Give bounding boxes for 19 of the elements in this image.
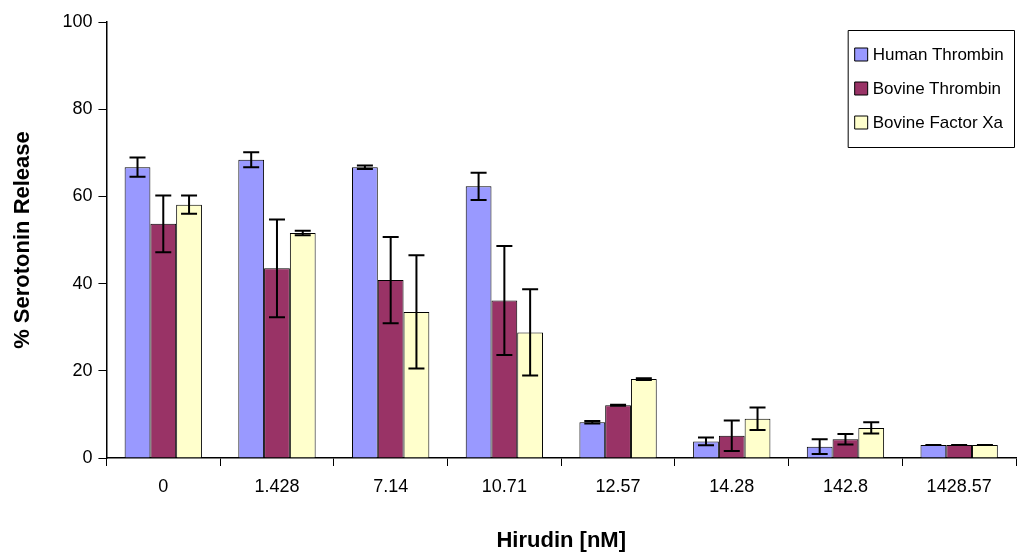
y-tick-label: 40 (72, 272, 93, 293)
x-tick-label: 1428.57 (926, 475, 992, 496)
x-tick-label: 0 (158, 475, 169, 496)
y-axis-title: % Serotonin Release (9, 131, 35, 349)
y-tick-label: 100 (62, 10, 93, 31)
legend-label: Bovine Factor Xa (872, 112, 1004, 132)
x-tick-label: 1.428 (254, 475, 300, 496)
y-tick-label: 80 (72, 98, 93, 119)
x-axis-title: Hirudin [nM] (496, 526, 626, 552)
x-tick-label: 7.14 (373, 475, 409, 496)
y-tick-label: 20 (72, 359, 93, 380)
x-tick-label: 14.28 (709, 475, 755, 496)
legend-label: Human Thrombin (872, 44, 1004, 64)
x-tick-label: 142.8 (822, 475, 868, 496)
y-tick-label: 60 (72, 185, 93, 206)
x-tick-label: 10.71 (481, 475, 527, 496)
legend-label: Bovine Thrombin (872, 78, 1001, 98)
x-tick-label: 12.57 (595, 475, 641, 496)
y-tick-label: 0 (82, 446, 93, 467)
